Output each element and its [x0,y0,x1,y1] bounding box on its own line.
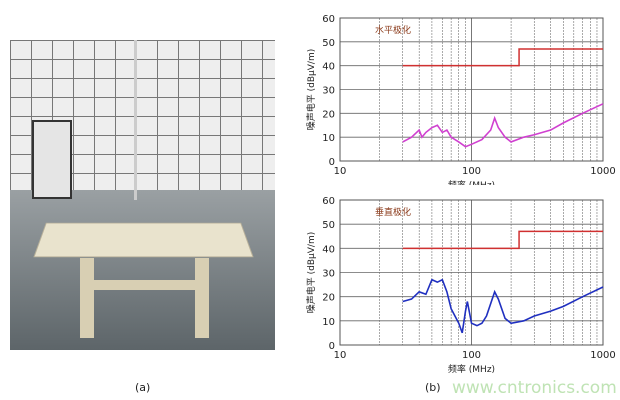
y-tick-label: 30 [322,269,335,280]
y-tick-label: 10 [322,133,335,144]
label-a: (a) [135,381,151,394]
y-tick-label: 60 [322,14,335,25]
x-tick-label: 1000 [590,166,615,177]
noise-series [402,103,604,148]
table-brace [90,280,200,290]
y-tick-label: 50 [322,38,335,49]
plot-frame [339,199,604,346]
plot-frame [339,17,604,162]
y-tick-label: 50 [322,220,335,231]
table-leg [195,258,209,338]
x-axis-label: 频率 (MHz) [448,363,495,375]
x-tick-label: 100 [462,166,481,177]
y-tick-label: 20 [322,293,335,304]
y-tick-label: 20 [322,109,335,120]
antenna-mast [134,40,137,200]
x-axis-label: 频率 (MHz) [448,179,495,185]
y-tick-label: 40 [322,244,335,255]
x-tick-label: 10 [334,350,347,361]
door [32,120,72,199]
table-leg [80,258,94,338]
floor [10,190,275,350]
chart-horizontal-polarization: 0102030405060101001000水平极化频率 (MHz)噪声电平 (… [305,14,616,185]
polarization-annotation: 水平极化 [375,24,411,36]
y-axis-label: 噪声电平 (dBμV/m) [305,232,317,313]
y-axis-label: 噪声电平 (dBμV/m) [305,49,317,130]
label-b: (b) [425,381,441,394]
y-tick-label: 40 [322,62,335,73]
anechoic-chamber-photo [10,40,275,350]
y-tick-label: 60 [322,196,335,207]
watermark: www.cntronics.com [452,378,617,398]
limit-line [402,230,603,250]
y-tick-label: 0 [329,157,335,168]
y-tick-label: 0 [329,341,335,352]
polarization-annotation: 垂直极化 [375,206,411,218]
y-tick-label: 30 [322,86,335,97]
x-tick-label: 10 [334,166,347,177]
y-tick-label: 10 [322,317,335,328]
limit-line [402,48,603,67]
x-tick-label: 1000 [590,350,615,361]
x-tick-label: 100 [462,350,481,361]
noise-series [402,278,604,334]
test-table [33,222,254,258]
